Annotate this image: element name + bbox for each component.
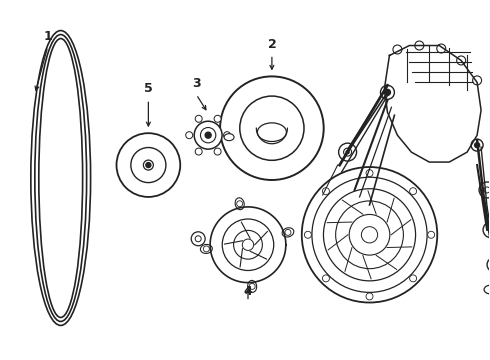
Text: 1: 1: [44, 30, 52, 42]
Ellipse shape: [247, 280, 257, 292]
Circle shape: [322, 275, 329, 282]
Circle shape: [410, 275, 416, 282]
Ellipse shape: [235, 198, 244, 210]
Circle shape: [457, 56, 465, 65]
Circle shape: [214, 115, 221, 122]
Circle shape: [415, 41, 424, 50]
Circle shape: [487, 258, 490, 272]
Ellipse shape: [220, 76, 324, 180]
Circle shape: [437, 44, 446, 53]
Circle shape: [195, 115, 202, 122]
Circle shape: [346, 150, 349, 154]
Circle shape: [186, 132, 193, 139]
Circle shape: [380, 85, 394, 99]
Text: 3: 3: [192, 77, 200, 90]
Circle shape: [144, 160, 153, 170]
Ellipse shape: [224, 134, 234, 141]
Circle shape: [146, 163, 151, 167]
Text: 2: 2: [268, 37, 276, 50]
Circle shape: [410, 188, 416, 195]
Circle shape: [285, 229, 291, 235]
Circle shape: [214, 148, 221, 155]
Circle shape: [249, 283, 255, 289]
Ellipse shape: [200, 244, 212, 253]
Circle shape: [471, 139, 483, 151]
Ellipse shape: [484, 285, 490, 294]
Circle shape: [205, 132, 211, 138]
Circle shape: [302, 167, 437, 302]
Circle shape: [473, 76, 482, 85]
Circle shape: [203, 246, 209, 252]
Circle shape: [366, 170, 373, 177]
Circle shape: [483, 222, 490, 238]
Circle shape: [366, 293, 373, 300]
Circle shape: [385, 89, 391, 95]
Text: 4: 4: [244, 284, 252, 298]
Circle shape: [475, 143, 480, 148]
Circle shape: [479, 182, 490, 198]
Circle shape: [223, 132, 231, 139]
Circle shape: [195, 148, 202, 155]
Circle shape: [322, 188, 329, 195]
Text: 5: 5: [144, 82, 153, 95]
Circle shape: [194, 121, 222, 149]
Circle shape: [191, 232, 205, 246]
Circle shape: [237, 201, 243, 207]
Ellipse shape: [282, 228, 294, 237]
Ellipse shape: [117, 133, 180, 197]
Circle shape: [428, 231, 435, 238]
Circle shape: [339, 143, 357, 161]
Circle shape: [304, 231, 311, 238]
Circle shape: [393, 45, 402, 54]
